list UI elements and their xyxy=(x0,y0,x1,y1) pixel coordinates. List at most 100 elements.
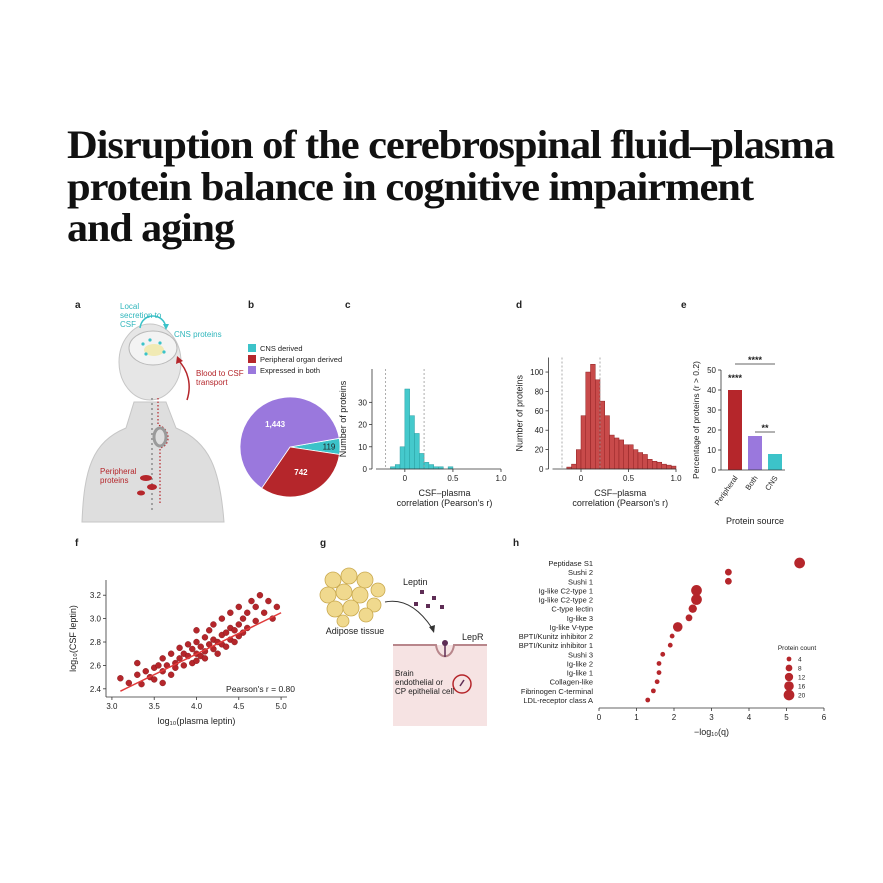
y-tick-label: 30 xyxy=(358,398,367,407)
y-tick-label: 20 xyxy=(707,426,716,435)
histogram-bar xyxy=(628,444,634,470)
histogram-bar xyxy=(580,415,586,470)
x-tick-label: 5 xyxy=(784,713,789,722)
y-axis-label: Number of proteins xyxy=(338,380,348,457)
legend-label: 4 xyxy=(798,657,802,664)
data-label: 1,443 xyxy=(265,420,286,429)
significance-label: **** xyxy=(728,373,743,383)
scatter-point xyxy=(159,655,166,662)
y-tick-label: BPTI/Kunitz inhibitor 2 xyxy=(519,632,593,641)
arrowhead xyxy=(429,625,435,633)
x-axis-label: correlation (Pearson's r) xyxy=(397,498,493,508)
x-tick-label: 0.5 xyxy=(623,474,635,483)
scatter-point xyxy=(260,609,268,616)
histogram-bar xyxy=(642,454,648,470)
y-tick-label: 3.0 xyxy=(90,615,102,624)
significance-label: **** xyxy=(748,355,763,365)
panel-label: h xyxy=(513,538,519,549)
heart xyxy=(152,426,168,448)
arrowhead xyxy=(163,324,169,330)
x-tick-label: 1.0 xyxy=(495,474,507,483)
y-tick-label: Collagen-like xyxy=(550,678,593,687)
legend-label: Expressed in both xyxy=(260,366,320,375)
dot xyxy=(691,585,702,596)
dot xyxy=(724,568,732,576)
x-tick-label: 1.0 xyxy=(670,474,682,483)
x-axis-label: correlation (Pearson's r) xyxy=(572,498,668,508)
annotation: Pearson's r = 0.80 xyxy=(226,684,295,694)
histogram-bar xyxy=(671,465,677,470)
scatter-point xyxy=(265,597,272,605)
annotation: Adipose tissue xyxy=(326,626,385,636)
x-tick-label: 6 xyxy=(822,713,827,722)
annotation: CSF xyxy=(120,320,136,329)
x-tick-label: 1 xyxy=(634,713,639,722)
x-tick-label: CNS xyxy=(763,474,779,492)
scatter-point xyxy=(252,617,259,625)
annotation: proteins xyxy=(100,476,128,485)
panel-label: f xyxy=(75,538,79,549)
annotation: Brain xyxy=(395,669,414,678)
title-line: and aging xyxy=(67,205,235,250)
histogram-bar xyxy=(637,452,643,470)
y-axis-label: Percentage of proteins (r > 0.2) xyxy=(691,361,701,479)
histogram-bar xyxy=(666,464,672,470)
annotation: CNS proteins xyxy=(174,330,222,339)
dot xyxy=(685,614,693,622)
body xyxy=(81,401,225,523)
title-line: protein balance in cognitive impairment xyxy=(67,164,755,209)
y-tick-label: 3.2 xyxy=(90,591,102,600)
legend-swatch xyxy=(248,355,256,363)
histogram-bar xyxy=(576,449,582,470)
y-tick-label: Sushi 3 xyxy=(568,650,593,659)
y-tick-label: Sushi 1 xyxy=(568,577,593,586)
y-tick-label: Ig-like 3 xyxy=(567,614,593,623)
scatter-point xyxy=(205,627,213,634)
adipocytes xyxy=(319,567,386,628)
dot xyxy=(669,633,675,639)
y-tick-label: 0 xyxy=(712,466,717,475)
scatter-point xyxy=(214,650,221,657)
y-tick-label: 0 xyxy=(363,465,368,474)
scatter-point xyxy=(248,597,255,605)
histogram-bar xyxy=(623,444,629,470)
panel-label: d xyxy=(516,300,522,311)
scatter-point xyxy=(197,643,204,650)
y-tick-label: 30 xyxy=(707,406,716,415)
arrow xyxy=(384,600,433,629)
legend-dot xyxy=(786,656,792,662)
scatter-point xyxy=(159,679,166,687)
panel-label: e xyxy=(681,300,687,311)
legend-label: 20 xyxy=(798,693,806,700)
histogram-bar xyxy=(428,464,434,470)
y-tick-label: Fibrinogen C-terminal xyxy=(521,687,593,696)
scatter-point xyxy=(273,603,281,611)
scatter-point xyxy=(222,643,230,650)
histogram-bar xyxy=(404,388,410,470)
dot xyxy=(794,557,805,569)
annotation: Peripheral xyxy=(100,467,137,476)
scatter-point xyxy=(244,609,251,616)
scatter-point xyxy=(227,609,234,616)
scatter-point xyxy=(193,627,200,634)
dot xyxy=(691,594,702,605)
y-tick-label: Ig-like 1 xyxy=(567,669,593,678)
scatter-point xyxy=(176,644,183,652)
histogram-bar xyxy=(604,415,610,470)
x-tick-label: 0 xyxy=(403,474,408,483)
dot xyxy=(656,661,662,666)
panel-g-illustration xyxy=(319,567,487,726)
annotation: CP epithelial cell xyxy=(395,687,454,696)
scatter-point xyxy=(167,671,175,678)
y-tick-label: BPTI/Kunitz inhibitor 1 xyxy=(519,641,593,650)
y-tick-label: 50 xyxy=(707,366,716,375)
histogram-bar xyxy=(656,461,662,470)
y-tick-label: Ig-like C2-type 1 xyxy=(538,586,593,595)
scatter-point xyxy=(167,650,175,657)
histogram-bar xyxy=(599,400,605,470)
y-tick-label: 0 xyxy=(539,465,544,474)
scatter-point xyxy=(231,627,238,634)
x-tick-label: 3.0 xyxy=(106,702,118,711)
histogram-bar xyxy=(595,379,601,470)
